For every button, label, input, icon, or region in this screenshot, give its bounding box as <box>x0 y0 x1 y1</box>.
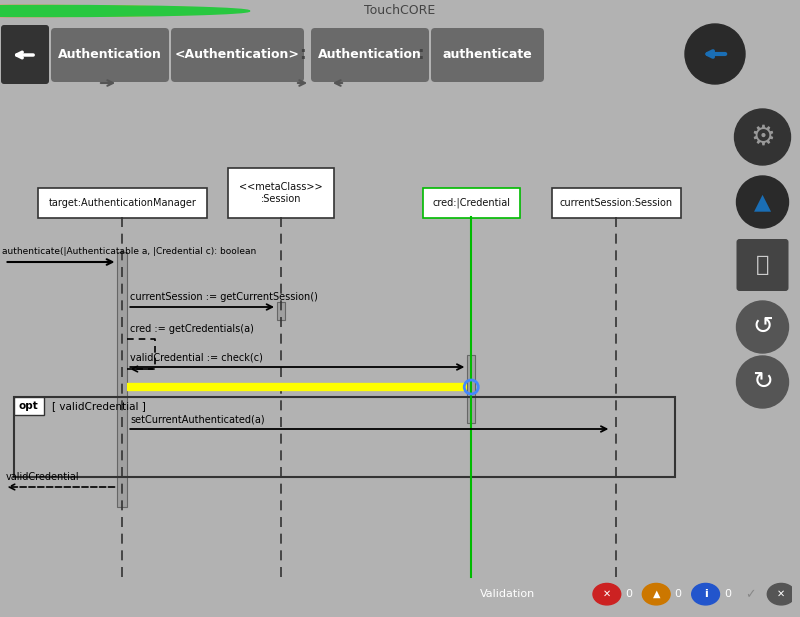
Text: Validation: Validation <box>480 589 535 599</box>
Text: authenticate(|Authenticatable a, |Credential c): boolean: authenticate(|Authenticatable a, |Creden… <box>2 247 256 256</box>
Text: Authentication: Authentication <box>58 48 162 60</box>
Circle shape <box>734 109 790 165</box>
Text: authenticate: authenticate <box>442 48 532 60</box>
Text: validCredential: validCredential <box>6 472 79 482</box>
Circle shape <box>0 6 250 17</box>
Text: TouchCORE: TouchCORE <box>364 4 436 17</box>
Text: :: : <box>298 45 306 63</box>
Circle shape <box>737 176 789 228</box>
Circle shape <box>692 584 719 605</box>
FancyBboxPatch shape <box>311 28 429 82</box>
Text: currentSession:Session: currentSession:Session <box>560 198 673 208</box>
Text: 0: 0 <box>674 589 682 599</box>
FancyBboxPatch shape <box>171 28 304 82</box>
Text: ↺: ↺ <box>752 315 773 339</box>
Circle shape <box>737 301 789 353</box>
FancyBboxPatch shape <box>552 188 681 218</box>
Circle shape <box>0 6 232 17</box>
Text: target:AuthenticationManager: target:AuthenticationManager <box>49 198 196 208</box>
Text: i: i <box>704 589 707 599</box>
Text: 0: 0 <box>724 589 731 599</box>
Text: Authentication: Authentication <box>318 48 422 60</box>
FancyBboxPatch shape <box>737 239 789 291</box>
Text: validCredential := check(c): validCredential := check(c) <box>130 352 263 362</box>
Text: ⚙: ⚙ <box>750 123 775 151</box>
Text: cred:|Credential: cred:|Credential <box>432 198 510 209</box>
Bar <box>14 397 675 477</box>
Text: :: : <box>417 45 423 63</box>
Text: [ validCredential ]: [ validCredential ] <box>51 401 146 411</box>
Circle shape <box>0 6 214 17</box>
Circle shape <box>593 584 621 605</box>
Text: ▲: ▲ <box>653 589 660 599</box>
Text: currentSession := getCurrentSession(): currentSession := getCurrentSession() <box>130 292 318 302</box>
Text: ↻: ↻ <box>752 370 773 394</box>
FancyBboxPatch shape <box>228 168 334 218</box>
Circle shape <box>737 356 789 408</box>
Text: ▲: ▲ <box>754 192 771 212</box>
Bar <box>277 302 285 320</box>
Bar <box>467 355 475 423</box>
Text: <<metaClass>>
:Session: <<metaClass>> :Session <box>239 182 322 204</box>
Text: ✓: ✓ <box>745 587 755 601</box>
Text: cred := getCredentials(a): cred := getCredentials(a) <box>130 324 254 334</box>
Text: ✕: ✕ <box>777 589 786 599</box>
Bar <box>14 397 43 415</box>
Text: opt: opt <box>18 401 38 411</box>
Circle shape <box>685 24 745 84</box>
FancyBboxPatch shape <box>38 188 207 218</box>
Text: 0: 0 <box>626 589 632 599</box>
Circle shape <box>767 584 795 605</box>
FancyBboxPatch shape <box>422 188 520 218</box>
Text: 🖫: 🖫 <box>756 255 769 275</box>
Circle shape <box>642 584 670 605</box>
FancyBboxPatch shape <box>1 25 49 84</box>
Bar <box>118 252 127 507</box>
Text: setCurrentAuthenticated(a): setCurrentAuthenticated(a) <box>130 414 265 424</box>
FancyBboxPatch shape <box>51 28 169 82</box>
FancyBboxPatch shape <box>431 28 544 82</box>
Text: <Authentication>: <Authentication> <box>175 48 300 60</box>
Text: ✕: ✕ <box>602 589 611 599</box>
